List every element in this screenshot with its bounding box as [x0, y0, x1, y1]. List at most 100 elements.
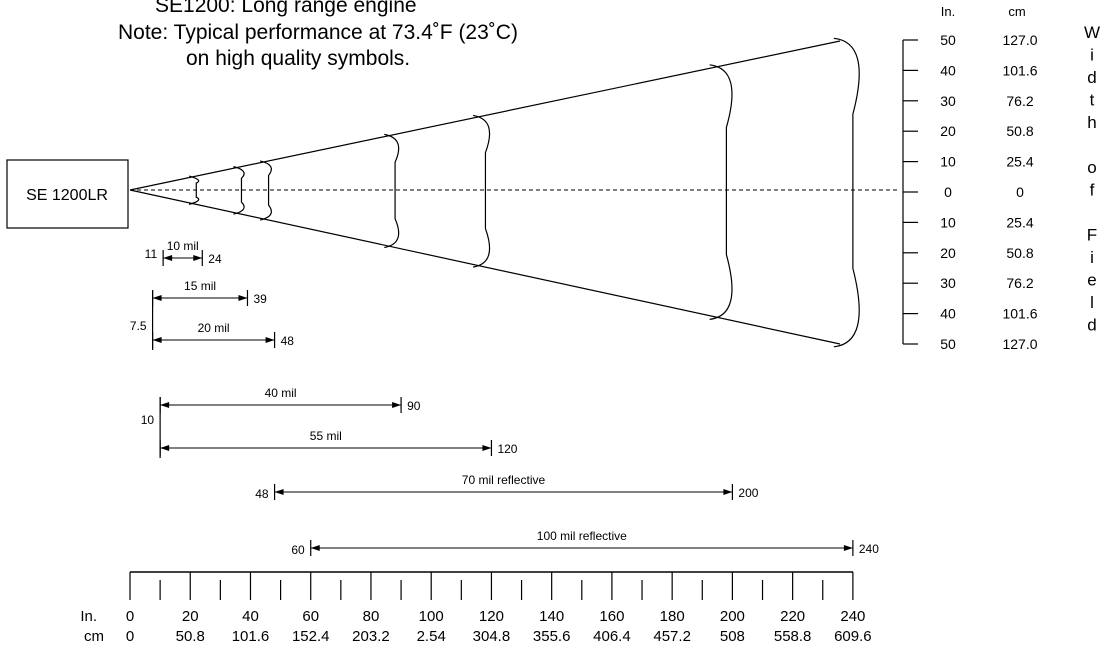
width-of-field-letter: f	[1090, 181, 1095, 200]
cone-range-arc	[384, 133, 400, 249]
range-bar-arrow	[392, 402, 402, 408]
width-of-field-letter: i	[1090, 46, 1094, 65]
width-of-field-letter: W	[1084, 23, 1100, 42]
range-bar-arrow	[152, 295, 162, 301]
range-bar-label: 100 mil reflective	[537, 529, 627, 543]
range-bar-arrow	[160, 402, 170, 408]
range-cm-label: 50.8	[176, 628, 205, 645]
range-cm-label: 101.6	[232, 628, 270, 645]
range-bar-arrow	[843, 545, 853, 551]
range-in-label: 20	[182, 608, 199, 625]
width-in-label: 30	[940, 275, 956, 291]
range-bar-end-label: 200	[738, 486, 758, 500]
symbol-range-bar: 10 mil 24 11	[145, 239, 222, 266]
range-in-label: 0	[126, 608, 134, 625]
range-scale: In. cm 0 20 40 60 80 100 120 140 160 180 200 220 240…	[80, 571, 872, 645]
range-bar-arrow	[723, 489, 733, 495]
range-bar-end-label: 120	[497, 442, 517, 456]
range-bar-start-label: 11	[145, 247, 158, 261]
width-of-field-letter: o	[1087, 158, 1096, 177]
note-line-1: Note: Typical performance at 73.4˚F (23˚…	[118, 21, 518, 44]
range-in-label: 180	[660, 608, 685, 625]
cone-upper-edge	[129, 40, 841, 191]
diagram-title: SE1200: Long range engine	[155, 0, 417, 17]
range-bar-end-label: 48	[281, 334, 295, 348]
range-bar-end-label: 24	[208, 252, 222, 266]
symbol-range-bar: 70 mil reflective 200 48	[255, 473, 759, 501]
range-in-label: 240	[840, 608, 865, 625]
width-in-label: 20	[940, 123, 956, 139]
range-cm-label: 2.54	[417, 628, 446, 645]
cone-range-arc	[233, 166, 245, 215]
range-in-label: 60	[302, 608, 319, 625]
range-cm-label: 304.8	[473, 628, 511, 645]
range-bar-arrow	[274, 489, 284, 495]
range-cm-label: 508	[720, 628, 745, 645]
width-of-field-letter: d	[1087, 68, 1096, 87]
cone-range-arc	[188, 175, 200, 205]
cone-lower-edge	[129, 189, 841, 345]
range-bar-arrow	[193, 255, 203, 261]
range-bar-start-label: 10	[141, 413, 155, 427]
width-in-label: 50	[940, 336, 956, 352]
cone-range-arc	[472, 114, 491, 268]
range-bar-start-label: 60	[291, 543, 305, 557]
width-cm-label: 50.8	[1006, 123, 1033, 139]
range-in-label: 40	[242, 608, 259, 625]
width-cm-label: 76.2	[1006, 93, 1033, 109]
range-in-label: 80	[363, 608, 380, 625]
symbol-range-bar: 55 mil 120 10	[141, 413, 518, 456]
width-in-label: 10	[940, 214, 956, 230]
width-of-field-letter: h	[1087, 113, 1096, 132]
range-bar-arrow	[265, 337, 275, 343]
width-in-label: 30	[940, 93, 956, 109]
width-in-label: 40	[940, 306, 956, 322]
width-in-label: 40	[940, 62, 956, 78]
width-cm-label: 127.0	[1002, 32, 1037, 48]
width-cm-label: 25.4	[1006, 214, 1033, 230]
range-bar-arrow	[160, 445, 170, 451]
width-cm-label: 25.4	[1006, 154, 1033, 170]
range-bar-label: 20 mil	[198, 321, 230, 335]
range-cm-label: 203.2	[352, 628, 390, 645]
width-cm-label: 127.0	[1002, 336, 1037, 352]
range-cm-label: 457.2	[653, 628, 691, 645]
range-in-label: 100	[419, 608, 444, 625]
range-bar-label: 15 mil	[184, 279, 216, 293]
symbol-range-bar: 100 mil reflective 240 60	[291, 529, 879, 557]
cone-range-arc	[709, 64, 733, 320]
range-bar-start-label: 7.5	[130, 319, 147, 333]
engine-box	[6, 159, 129, 229]
scan-cone	[129, 37, 900, 348]
width-in-label: 10	[940, 154, 956, 170]
engine-box-label: SE 1200LR	[26, 187, 108, 204]
width-unit-in: In.	[941, 4, 955, 19]
range-bar-arrow	[152, 337, 162, 343]
range-in-label: 160	[599, 608, 624, 625]
width-cm-label: 101.6	[1002, 62, 1037, 78]
range-bar-end-label: 90	[407, 399, 421, 413]
range-bar-start-label: 48	[255, 487, 269, 501]
width-of-field-letter: l	[1090, 293, 1094, 312]
symbol-range-bar: 40 mil 90	[159, 386, 421, 413]
symbol-range-bar: 15 mil 39	[151, 279, 267, 306]
width-of-field-letter: F	[1087, 226, 1097, 245]
range-bar-end-label: 240	[859, 542, 879, 556]
range-bar-label: 55 mil	[310, 429, 342, 443]
range-bar-label: 70 mil reflective	[462, 473, 546, 487]
range-unit-in: In.	[80, 608, 97, 625]
range-bar-arrow	[310, 545, 320, 551]
note-line-2: on high quality symbols.	[186, 47, 411, 70]
width-of-field-letter: t	[1090, 91, 1095, 110]
cone-range-arc	[833, 37, 860, 348]
width-cm-label: 50.8	[1006, 245, 1033, 261]
symbol-range-bar: 20 mil 48 7.5	[130, 319, 294, 348]
width-of-field-scale: In. cm 50 127.0 40 101.6 30 76.2 20 50.8 10 25.4 0…	[902, 4, 1100, 352]
range-cm-label: 558.8	[774, 628, 812, 645]
range-cm-label: 0	[126, 628, 134, 645]
width-cm-label: 76.2	[1006, 275, 1033, 291]
range-bar-arrow	[482, 445, 492, 451]
width-cm-label: 0	[1016, 184, 1024, 200]
